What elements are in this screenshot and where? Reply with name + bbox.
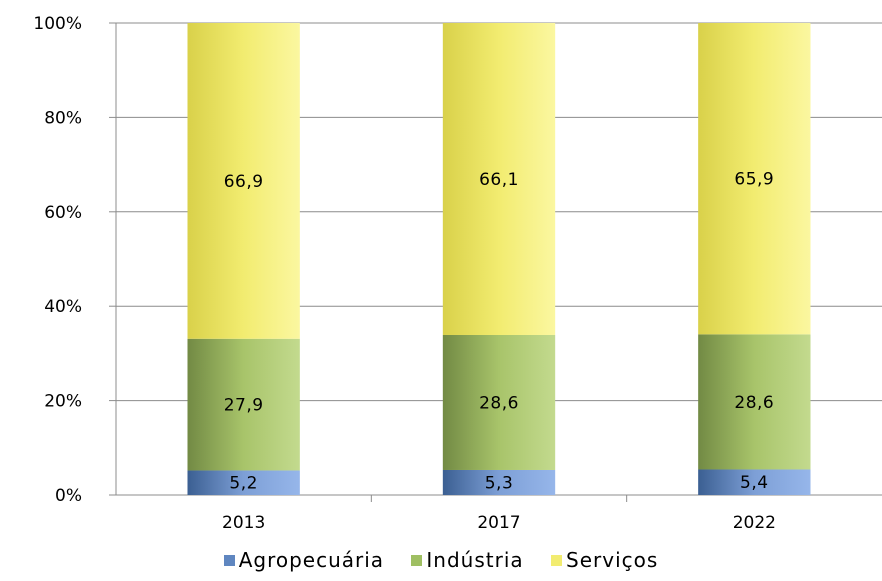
data-label: 5,2 (229, 474, 258, 494)
bar-segment (442, 334, 556, 470)
data-label: 66,9 (224, 172, 264, 192)
bar-segment (187, 470, 300, 495)
data-label: 5,4 (740, 473, 769, 493)
data-label: 27,9 (224, 396, 264, 416)
legend-label: Serviços (566, 548, 659, 572)
y-tick-label: 80% (44, 108, 82, 128)
x-tick-label: 2017 (477, 513, 520, 533)
data-label: 66,1 (479, 170, 519, 190)
bar-segment (698, 23, 811, 335)
bar-segment (698, 334, 811, 470)
bar-segment (442, 469, 556, 495)
bar-segment (698, 469, 811, 495)
y-tick-label: 40% (44, 297, 82, 317)
legend: Agropecuária Indústria Serviços (0, 548, 882, 572)
data-label: 65,9 (734, 170, 774, 190)
bar-segment (187, 338, 300, 471)
x-tick-label: 2022 (733, 513, 776, 533)
legend-item-industria: Indústria (411, 548, 523, 572)
legend-swatch (223, 555, 235, 566)
legend-swatch (411, 555, 423, 566)
data-label: 28,6 (734, 393, 774, 413)
data-label: 28,6 (479, 393, 519, 413)
y-tick-label: 20% (44, 392, 82, 412)
legend-item-agropecuaria: Agropecuária (223, 548, 385, 572)
bar-segment (442, 23, 556, 335)
legend-label: Indústria (426, 548, 524, 572)
y-tick-label: 60% (44, 203, 82, 223)
x-tick-label: 2013 (222, 513, 265, 533)
legend-swatch (551, 555, 563, 566)
legend-label: Agropecuária (238, 548, 385, 572)
y-tick-label: 100% (33, 14, 82, 34)
legend-item-servicos: Serviços (551, 548, 658, 572)
bar-segment (187, 23, 300, 339)
data-label: 5,3 (485, 473, 514, 493)
y-tick-label: 0% (55, 486, 82, 506)
